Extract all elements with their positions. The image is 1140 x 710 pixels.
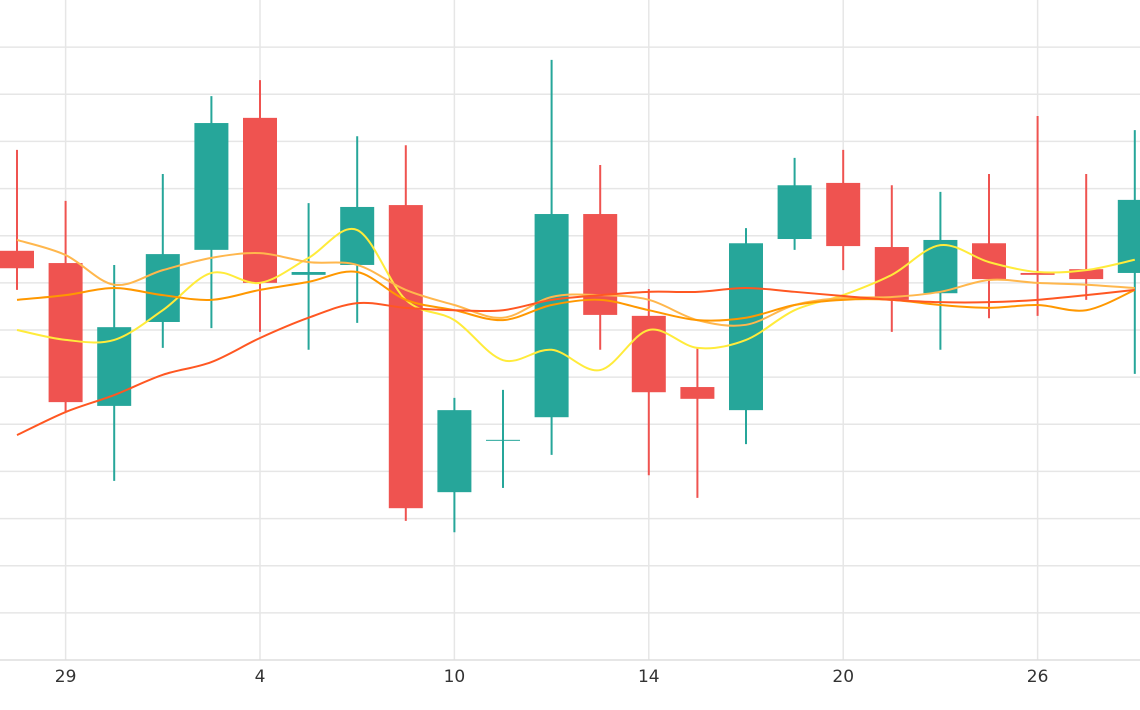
candle-body: [1069, 269, 1104, 280]
candle-body: [874, 247, 909, 300]
x-tick-label: 14: [638, 667, 660, 687]
candle-body: [291, 272, 326, 275]
candle-body: [534, 214, 569, 418]
candle-body: [583, 214, 618, 315]
candle-body: [437, 410, 472, 493]
candle-body: [1020, 272, 1055, 275]
ma-line: [16, 270, 1136, 322]
candle-body: [48, 263, 83, 403]
ma-line: [16, 239, 1135, 327]
candle-body: [631, 315, 666, 393]
candle-body: [826, 182, 861, 247]
x-tick-label: 10: [444, 667, 466, 687]
x-tick-label: 4: [255, 667, 266, 687]
candle-body: [340, 206, 375, 265]
candle-body: [388, 205, 423, 509]
candle-body: [0, 250, 34, 269]
candle-body: [923, 239, 958, 294]
candle-body: [145, 254, 180, 322]
candle-body: [729, 243, 763, 411]
x-tick-label: 26: [1027, 667, 1049, 687]
x-tick-label: 20: [832, 667, 854, 687]
ma-line: [16, 287, 1135, 437]
candle-body: [680, 387, 715, 399]
candle-body: [486, 439, 520, 441]
candle-body: [1117, 199, 1140, 273]
x-tick-label: 29: [55, 667, 77, 687]
candle-body: [777, 185, 812, 240]
candle-body: [243, 117, 277, 283]
candle-body: [194, 123, 229, 250]
ma-line: [16, 227, 1136, 372]
